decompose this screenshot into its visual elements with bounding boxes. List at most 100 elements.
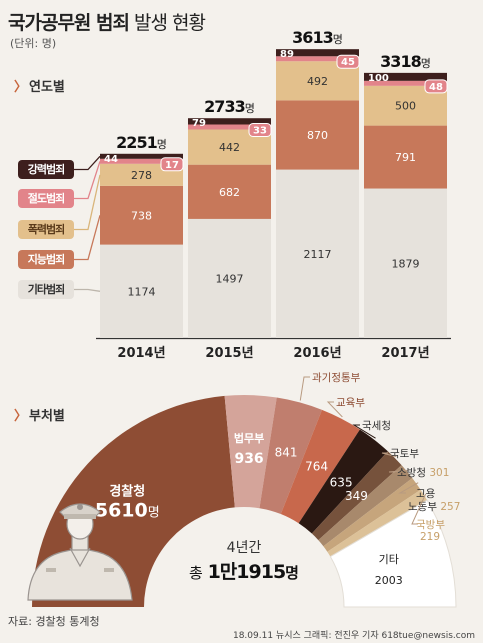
- bar-value-절도범죄-2014년: 17: [165, 160, 179, 171]
- bar-segment-기타범죄-2015년: [188, 218, 271, 338]
- bar-value-지능범죄-2015년: 682: [219, 186, 240, 199]
- bar-segment-기타범죄-2016년: [276, 169, 359, 338]
- legend-connector-기타범죄: [74, 288, 101, 292]
- donut-slice-교육부: [280, 409, 360, 524]
- bar-segment-기타범죄-2017년: [364, 188, 447, 338]
- bar-value-box-절도범죄-2017년: [424, 79, 448, 94]
- callout-line-과기정통부: [299, 376, 310, 401]
- bar-value-box-절도범죄-2016년: [336, 54, 360, 69]
- police-officer-icon: [27, 503, 133, 601]
- bar-total-2014년: 2251명: [116, 133, 167, 152]
- callout-label-국세청: 국세청: [362, 420, 391, 432]
- bar-value-절도범죄-2016년: 45: [341, 57, 355, 68]
- callout-line-국세청: [352, 424, 376, 439]
- donut-slice-국방부: [327, 489, 428, 557]
- bar-segment-강력범죄-2016년: [276, 49, 359, 57]
- donut-value-기타: 2003: [375, 574, 403, 587]
- bar-value-기타범죄-2017년: 1879: [392, 257, 420, 270]
- bar-value-box-절도범죄-2014년: [160, 157, 184, 172]
- credit-note: 18.09.11 뉴시스 그래픽: 전진우 기자 618tue@newsis.c…: [232, 631, 475, 641]
- bar-value-폭력범죄-2017년: 500: [395, 100, 416, 113]
- donut-slice-국토부: [311, 451, 402, 541]
- source-note: 자료: 경찰청 통계청: [8, 615, 100, 628]
- legend-item-지능범죄: 지능범죄: [18, 250, 74, 269]
- bar-total-2016년: 3613명: [292, 28, 343, 47]
- unit-note: (단위: 명): [10, 37, 57, 50]
- legend-connector-지능범죄: [74, 215, 101, 261]
- bar-value-지능범죄-2014년: 738: [131, 209, 152, 222]
- donut-value-국토부: 349: [345, 489, 368, 503]
- donut-name-경찰청: 경찰청: [109, 484, 145, 500]
- title-bold: 국가공무원 범죄: [8, 12, 130, 34]
- center-total-value: 총 1만1915명: [189, 561, 299, 583]
- bar-value-강력범죄-2017년: 100: [368, 73, 389, 84]
- donut-value-교육부: 764: [305, 460, 328, 474]
- donut-slice-소방청: [318, 465, 413, 547]
- donut-value-법무부: 936: [234, 451, 263, 467]
- bar-category-2014년: 2014년: [117, 346, 165, 361]
- page-title: 국가공무원 범죄 발생 현황: [8, 8, 206, 35]
- bar-segment-지능범죄-2016년: [276, 100, 359, 170]
- bar-value-강력범죄-2015년: 79: [192, 118, 206, 129]
- donut-value-경찰청: 5610명: [95, 500, 160, 522]
- callout-label-소방청: 소방청 301: [397, 467, 449, 479]
- callout-label-과기정통부: 과기정통부: [312, 372, 361, 384]
- legend-item-폭력범죄: 폭력범죄: [18, 220, 74, 239]
- donut-slice-국세청: [298, 429, 388, 534]
- bar-segment-절도범죄-2017년: [364, 80, 447, 86]
- bar-segment-강력범죄-2014년: [100, 153, 183, 159]
- bar-category-2017년: 2017년: [381, 346, 429, 361]
- bar-segment-절도범죄-2016년: [276, 56, 359, 62]
- bar-value-지능범죄-2016년: 870: [307, 129, 328, 142]
- callout-line-교육부: [326, 401, 343, 418]
- callout-line-국방부: [411, 493, 427, 525]
- bar-value-강력범죄-2014년: 44: [104, 154, 118, 165]
- legend-item-절도범죄: 절도범죄: [18, 189, 74, 208]
- callout-line-고용노동부: [398, 482, 419, 494]
- donut-name-법무부: 법무부: [234, 431, 264, 445]
- title-rest: 발생 현황: [128, 12, 206, 34]
- section-dept-label: 부처별: [14, 405, 65, 424]
- legend-connector-강력범죄: [74, 155, 101, 171]
- bar-segment-절도범죄-2014년: [100, 158, 183, 164]
- callout-label-교육부: 교육부: [336, 397, 365, 409]
- bar-value-절도범죄-2015년: 33: [253, 125, 267, 136]
- donut-slice-과기정통부: [259, 397, 323, 515]
- bar-value-기타범죄-2014년: 1174: [128, 285, 156, 298]
- bar-total-2017년: 3318명: [380, 52, 431, 71]
- bar-category-2016년: 2016년: [293, 346, 341, 361]
- bar-stack-2017년: 1879 791 500 100 48 3318명 2017년: [364, 52, 448, 361]
- bar-segment-기타범죄-2014년: [100, 244, 183, 338]
- callout-line-소방청: [388, 469, 409, 473]
- bar-value-폭력범죄-2015년: 442: [219, 141, 240, 154]
- bar-segment-강력범죄-2015년: [188, 118, 271, 125]
- callout-label-고용노동부: 고용 노동부 257: [408, 488, 460, 513]
- bar-value-강력범죄-2016년: 89: [280, 49, 294, 60]
- callout-line-국토부: [381, 452, 397, 458]
- bar-stack-2016년: 2117 870 492 89 45 3613명 2016년: [276, 28, 360, 361]
- legend-connector-절도범죄: [74, 161, 101, 200]
- bar-value-절도범죄-2017년: 48: [429, 82, 443, 93]
- bar-category-2015년: 2015년: [205, 346, 253, 361]
- bar-value-기타범죄-2015년: 1497: [216, 272, 244, 285]
- bar-value-폭력범죄-2014년: 278: [131, 169, 152, 182]
- bar-value-폭력범죄-2016년: 492: [307, 75, 328, 88]
- callout-label-국방부: 국방부 219: [416, 519, 445, 543]
- donut-slice-기타: [329, 499, 457, 608]
- legend-connector-폭력범죄: [74, 174, 101, 231]
- bar-total-2015년: 2733명: [204, 97, 255, 116]
- bar-value-지능범죄-2017년: 791: [395, 151, 416, 164]
- section-year-label: 연도별: [14, 76, 65, 95]
- donut-name-기타: 기타: [379, 553, 399, 566]
- legend-item-강력범죄: 강력범죄: [18, 160, 74, 179]
- donut-slice-법무부: [224, 394, 277, 509]
- bar-segment-지능범죄-2015년: [188, 164, 271, 219]
- donut-value-국세청: 635: [330, 475, 353, 489]
- bar-segment-절도범죄-2015년: [188, 124, 271, 130]
- bar-segment-지능범죄-2014년: [100, 185, 183, 245]
- donut-value-과기정통부: 841: [275, 446, 298, 460]
- bar-stack-2014년: 1174 738 278 44 17 2251명 2014년: [100, 133, 184, 361]
- bar-value-기타범죄-2016년: 2117: [304, 248, 332, 261]
- center-total-label: 4년간: [227, 540, 262, 556]
